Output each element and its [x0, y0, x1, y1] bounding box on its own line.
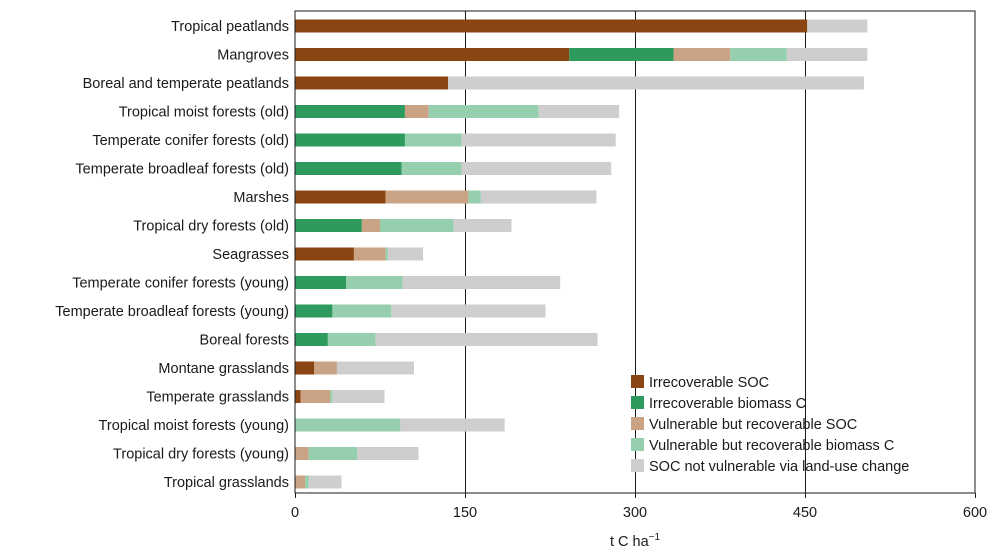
x-axis-title-main: t C ha — [610, 534, 650, 550]
bar-segment-5-1 — [295, 162, 402, 175]
x-axis-ticks: 0 150 300 450 600 — [291, 493, 987, 521]
bar-segment-4-4 — [461, 133, 616, 147]
bar-segment-8-0 — [295, 247, 354, 261]
bar-segment-16-3 — [305, 475, 309, 489]
bar-segment-12-0 — [295, 361, 315, 375]
bar-segment-1-3 — [730, 48, 787, 61]
x-tick-label: 300 — [623, 505, 647, 521]
bar-segment-11-4 — [375, 333, 598, 346]
category-label: Temperate broadleaf forests (young) — [55, 304, 289, 320]
category-label: Mangroves — [217, 48, 289, 64]
bar-segment-13-4 — [332, 390, 385, 403]
legend-swatch — [631, 375, 644, 388]
category-label: Tropical moist forests (old) — [119, 105, 289, 121]
bar-segment-7-2 — [361, 219, 380, 232]
category-label: Temperate conifer forests (old) — [92, 133, 289, 149]
bar-segment-13-0 — [295, 390, 301, 403]
category-label: Tropical peatlands — [171, 19, 289, 35]
bar-segment-5-4 — [461, 162, 612, 175]
bar-segment-12-2 — [314, 361, 337, 375]
legend-label: SOC not vulnerable via land-use change — [649, 459, 909, 475]
category-label: Tropical grasslands — [164, 475, 289, 491]
legend-swatch — [631, 438, 644, 451]
x-tick-label: 0 — [291, 505, 299, 521]
bar-segment-8-2 — [353, 247, 386, 261]
bar-segment-9-4 — [402, 276, 561, 289]
bar-segment-1-2 — [673, 48, 731, 61]
category-label: Temperate conifer forests (young) — [72, 276, 289, 292]
category-labels: Tropical peatlands Mangroves Boreal and te… — [55, 19, 289, 491]
bar-segment-9-3 — [346, 276, 403, 289]
legend-label: Vulnerable but recoverable SOC — [649, 417, 857, 433]
bar-segment-7-3 — [380, 219, 454, 232]
bar-segment-14-4 — [400, 418, 505, 432]
legend-swatch — [631, 417, 644, 430]
legend-label: Irrecoverable SOC — [649, 375, 769, 391]
bar-segment-4-3 — [404, 133, 462, 147]
bar-segment-2-0 — [295, 76, 448, 90]
bar-segment-6-4 — [480, 190, 597, 204]
bar-segment-6-3 — [468, 190, 481, 204]
bar-segment-4-1 — [295, 133, 405, 147]
bar-segment-1-1 — [569, 48, 674, 61]
category-label: Montane grasslands — [158, 361, 289, 377]
legend-label: Irrecoverable biomass C — [649, 396, 806, 412]
bar-segment-1-0 — [295, 48, 570, 61]
bar-segment-1-4 — [786, 48, 868, 61]
bar-segment-16-4 — [308, 475, 342, 489]
bar-segment-10-3 — [332, 304, 392, 318]
x-tick-label: 150 — [453, 505, 477, 521]
legend: Irrecoverable SOC Irrecoverable biomass C… — [631, 375, 909, 475]
category-label: Boreal forests — [200, 333, 289, 349]
bar-segment-8-3 — [385, 247, 388, 261]
bar-segment-16-2 — [295, 475, 306, 489]
bar-segment-15-3 — [308, 447, 358, 460]
bar-segment-12-4 — [336, 361, 414, 375]
bar-segment-8-4 — [387, 247, 424, 261]
bar-segment-3-2 — [404, 105, 429, 118]
bar-segment-5-3 — [401, 162, 462, 175]
bar-segment-3-4 — [538, 105, 620, 118]
bar-segment-14-3 — [295, 418, 401, 432]
bar-segment-11-1 — [295, 333, 328, 346]
category-label: Tropical dry forests (young) — [113, 447, 289, 463]
bar-segment-2-4 — [448, 76, 864, 90]
bar-segment-0-0 — [295, 19, 808, 33]
bar-segment-13-3 — [330, 390, 333, 403]
grid-layer — [465, 11, 806, 493]
bar-segment-15-4 — [357, 447, 419, 460]
category-label: Seagrasses — [212, 247, 289, 263]
bar-segment-10-4 — [391, 304, 546, 318]
x-axis-title-superscript: −1 — [649, 532, 661, 543]
bar-segment-11-3 — [327, 333, 376, 346]
bar-segment-3-1 — [295, 105, 405, 118]
category-label: Temperate broadleaf forests (old) — [75, 162, 289, 178]
bar-segment-15-2 — [295, 447, 309, 460]
bar-segment-9-1 — [295, 276, 346, 289]
bar-segment-10-1 — [295, 304, 333, 318]
bar-segment-7-4 — [453, 219, 512, 232]
bar-segment-13-2 — [300, 390, 331, 403]
category-label: Boreal and temperate peatlands — [83, 76, 289, 92]
bar-segment-6-2 — [385, 190, 469, 204]
legend-label: Vulnerable but recoverable biomass C — [649, 438, 894, 454]
bar-segment-6-0 — [295, 190, 386, 204]
legend-swatch — [631, 459, 644, 472]
bar-layer — [295, 19, 868, 489]
bar-segment-0-4 — [807, 19, 868, 33]
legend-swatch — [631, 396, 644, 409]
x-axis-title: t C ha−1 — [610, 532, 661, 550]
x-tick-label: 450 — [793, 505, 817, 521]
x-tick-label: 600 — [963, 505, 987, 521]
category-label: Tropical dry forests (old) — [133, 219, 289, 235]
bar-segment-3-3 — [428, 105, 539, 118]
bar-segment-7-1 — [295, 219, 362, 232]
category-label: Temperate grasslands — [146, 390, 289, 406]
category-label: Marshes — [233, 190, 289, 206]
category-label: Tropical moist forests (young) — [99, 418, 289, 434]
